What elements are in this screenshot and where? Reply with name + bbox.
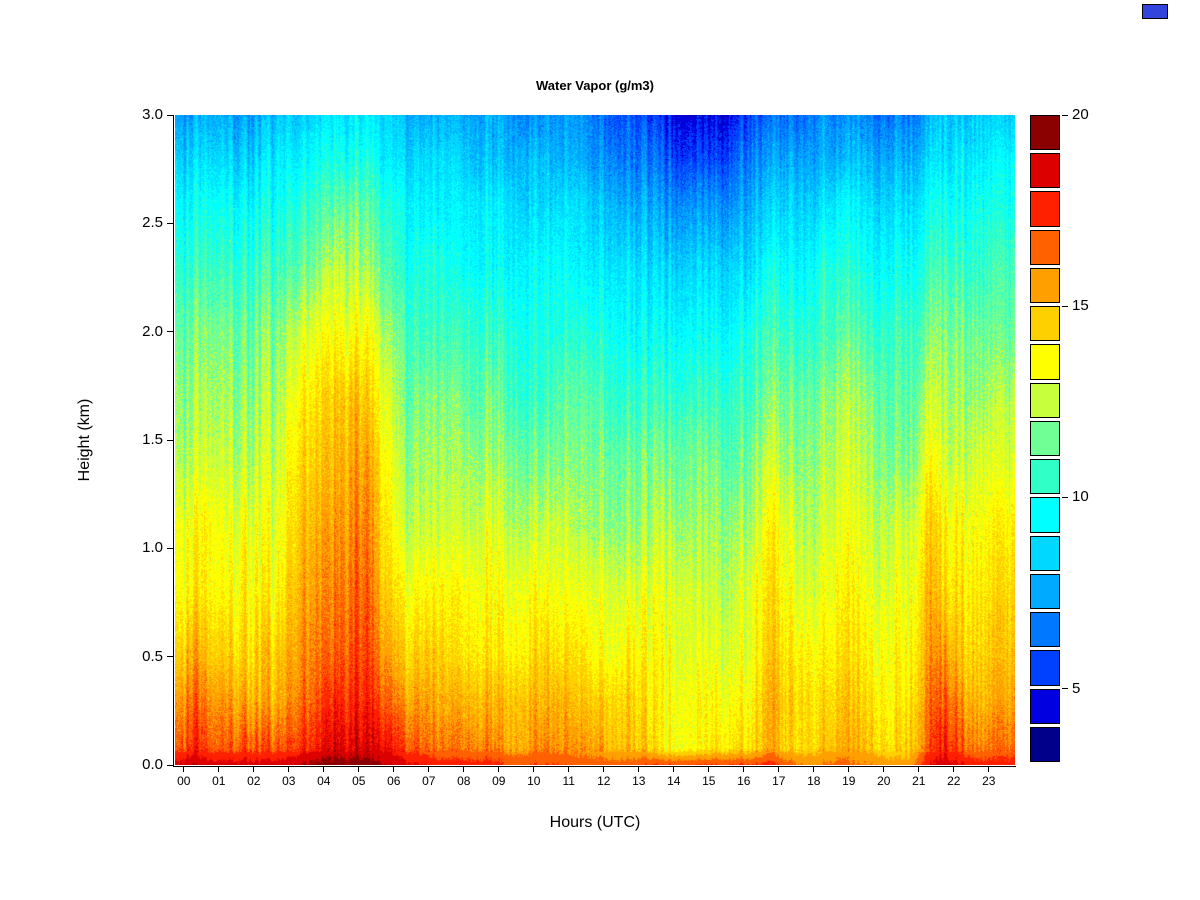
x-tick-label: 23 [982,774,996,788]
x-tick-label: 18 [807,774,821,788]
x-tick-label: 09 [492,774,506,788]
x-tick-mark [463,766,465,772]
x-tick-mark [218,766,220,772]
x-tick-mark [813,766,815,772]
x-axis-title: Hours (UTC) [549,814,641,831]
colorbar-segment [1030,306,1060,342]
x-tick-mark [498,766,500,772]
colorbar-segment [1030,153,1060,189]
x-tick-mark [883,766,885,772]
colorbar-segment [1030,344,1060,380]
x-tick-mark [533,766,535,772]
colorbar-segment [1030,115,1060,151]
x-tick-mark [988,766,990,772]
x-tick-mark [393,766,395,772]
colorbar-segment [1030,459,1060,495]
colorbar-segment [1030,650,1060,686]
y-tick-mark [167,656,173,658]
x-tick-label: 14 [667,774,681,788]
y-tick-label: 0.5 [142,647,163,665]
colorbar-segment [1030,688,1060,724]
x-tick-mark [603,766,605,772]
x-tick-label: 20 [877,774,891,788]
y-tick-mark [167,439,173,441]
chart-title: Water Vapor (g/m3) [536,78,654,93]
x-tick-label: 22 [947,774,961,788]
y-tick-mark [167,547,173,549]
y-tick-mark [167,764,173,766]
heatmap-canvas [175,115,1015,765]
y-tick-label: 1.5 [142,431,163,448]
y-tick-label: 3.0 [142,106,163,123]
colorbar-segment [1030,420,1060,457]
y-tick-label: 2.0 [142,322,163,340]
colorbar-segment [1030,726,1060,762]
x-tick-label: 15 [702,774,716,788]
colorbar-segment [1030,382,1060,418]
x-tick-label: 21 [912,774,926,788]
x-tick-mark [848,766,850,772]
colorbar-tick-label: 5 [1072,679,1081,697]
colorbar-tick-mark [1062,496,1068,498]
x-tick-label: 13 [632,774,646,788]
x-tick-label: 19 [842,774,856,788]
y-tick-mark [167,222,173,224]
x-tick-label: 08 [457,774,471,788]
x-tick-mark [288,766,290,772]
colorbar-segment [1030,612,1060,648]
x-tick-mark [918,766,920,772]
colorbar-tick-label: 10 [1072,488,1089,506]
colorbar-segment [1030,497,1060,533]
x-tick-mark [778,766,780,772]
x-tick-mark [358,766,360,772]
x-tick-mark [428,766,430,772]
y-tick-label: 2.5 [142,214,163,232]
x-tick-label: 06 [387,774,401,788]
x-tick-mark [673,766,675,772]
x-axis-line [173,766,1016,767]
colorbar-segment [1030,229,1060,265]
colorbar-segment [1030,267,1060,304]
x-tick-mark [183,766,185,772]
colorbar-tick-label: 20 [1072,106,1089,123]
x-tick-label: 02 [247,774,261,788]
y-axis-line [173,115,174,766]
x-tick-mark [568,766,570,772]
x-tick-mark [953,766,955,772]
y-axis-title: Height (km) [76,398,93,482]
x-tick-label: 10 [527,774,541,788]
x-tick-mark [638,766,640,772]
x-tick-label: 00 [177,774,191,788]
x-tick-label: 07 [422,774,436,788]
x-tick-label: 05 [352,774,366,788]
colorbar-tick-mark [1062,114,1068,116]
corner-blue-square-icon [1142,4,1168,19]
x-tick-label: 16 [737,774,751,788]
x-tick-label: 01 [212,774,226,788]
x-tick-label: 03 [282,774,296,788]
x-tick-label: 17 [772,774,786,788]
colorbar-tick-mark [1062,305,1068,307]
x-tick-mark [253,766,255,772]
colorbar-segment [1030,191,1060,227]
x-tick-label: 12 [597,774,611,788]
x-tick-mark [708,766,710,772]
y-tick-label: 1.0 [142,539,163,557]
colorbar-tick-label: 15 [1072,297,1089,315]
y-tick-mark [167,331,173,333]
colorbar-tick-mark [1062,688,1068,690]
x-tick-mark [743,766,745,772]
x-tick-label: 11 [562,774,575,788]
colorbar-segment [1030,535,1060,571]
y-tick-mark [167,114,173,116]
y-tick-label: 0.0 [142,756,163,773]
colorbar-segment [1030,573,1060,610]
x-tick-label: 04 [317,774,331,788]
x-tick-mark [323,766,325,772]
